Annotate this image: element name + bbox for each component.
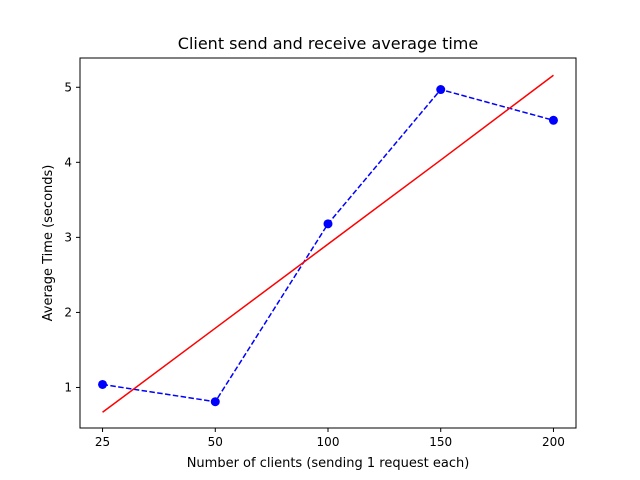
y-tick-label: 5 [64,80,72,94]
x-axis: 25 50 100 150 200 [95,428,565,449]
series-1-point [98,379,108,389]
x-tick-label: 50 [208,435,223,449]
x-tick-label: 100 [317,435,340,449]
y-axis-label: Average Time (seconds) [41,165,56,322]
y-tick-label: 4 [64,155,72,169]
y-tick-label: 2 [64,305,72,319]
series-1-point [548,115,558,125]
series-2-line [102,74,554,413]
x-tick-label: 25 [95,435,110,449]
series-layer [98,74,558,413]
x-tick-label: 200 [542,435,565,449]
y-tick-label: 3 [64,230,72,244]
series-1-point [436,85,446,95]
x-axis-label: Number of clients (sending 1 request eac… [187,456,470,471]
chart-title: Client send and receive average time [178,34,478,53]
series-1-point [323,219,333,229]
series-1-point [210,397,220,407]
y-axis: 1 2 3 4 5 [64,80,80,394]
y-tick-label: 1 [64,380,72,394]
series-1-line [102,88,554,403]
x-tick-label: 150 [429,435,452,449]
